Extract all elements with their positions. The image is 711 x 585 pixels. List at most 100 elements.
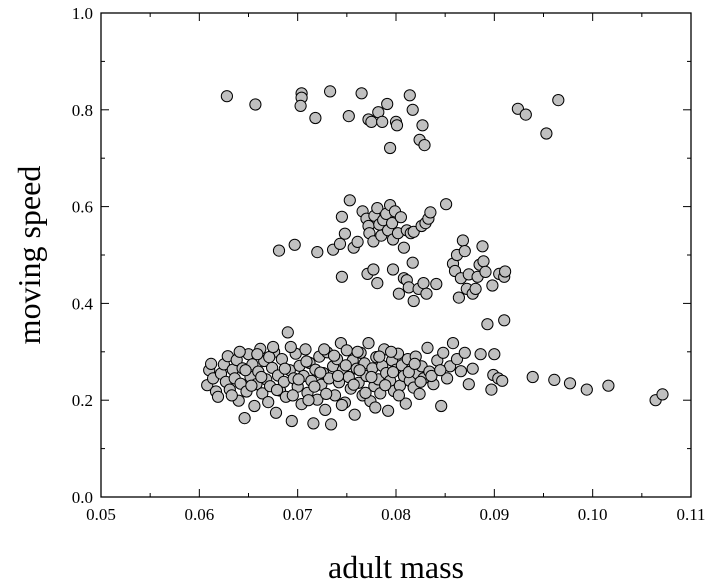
data-point	[272, 244, 286, 257]
data-point	[309, 111, 322, 125]
data-point	[397, 241, 410, 254]
y-tick-label: 1.0	[72, 4, 93, 23]
data-point	[379, 379, 392, 392]
data-point	[399, 397, 412, 410]
data-point	[278, 362, 291, 375]
data-point	[335, 210, 348, 223]
data-point	[367, 263, 380, 276]
x-tick-label: 0.08	[381, 505, 411, 524]
data-point	[454, 365, 467, 378]
y-tick-label: 0.0	[72, 488, 93, 507]
data-point	[519, 108, 532, 121]
data-point	[320, 387, 333, 400]
data-point	[408, 357, 421, 370]
data-point	[284, 340, 297, 354]
data-point	[267, 340, 280, 354]
x-tick-label: 0.09	[479, 505, 509, 524]
data-point	[318, 343, 331, 356]
data-point	[225, 389, 238, 402]
data-point	[440, 198, 453, 211]
data-point	[325, 418, 338, 431]
data-point	[548, 373, 561, 386]
y-tick-label: 0.8	[72, 101, 93, 120]
data-point	[425, 369, 438, 383]
data-point	[462, 378, 475, 391]
data-point	[450, 353, 464, 366]
data-point	[406, 103, 419, 116]
x-axis-title: adult mass	[328, 549, 464, 585]
data-point	[311, 246, 324, 259]
x-tick-label: 0.07	[283, 505, 313, 524]
x-tick-label: 0.10	[578, 505, 608, 524]
data-point	[403, 89, 416, 102]
data-point	[474, 348, 487, 361]
data-point	[407, 294, 420, 308]
data-point	[394, 211, 407, 224]
data-point	[485, 383, 498, 396]
data-point	[526, 370, 539, 384]
y-tick-label: 0.4	[72, 294, 94, 313]
data-point	[333, 237, 347, 250]
x-tick-label: 0.06	[184, 505, 214, 524]
data-point	[220, 90, 233, 103]
data-point	[488, 348, 501, 361]
data-point	[286, 389, 299, 402]
data-point	[211, 390, 225, 403]
y-tick-label: 0.2	[72, 391, 93, 410]
data-point	[342, 110, 355, 123]
data-point	[338, 227, 351, 240]
data-point	[479, 265, 492, 278]
data-point	[238, 412, 251, 425]
data-point	[390, 119, 404, 132]
data-point	[351, 345, 364, 358]
data-point	[299, 343, 312, 356]
data-point	[365, 370, 378, 384]
data-point	[481, 318, 494, 331]
data-point	[416, 119, 429, 132]
data-point	[424, 206, 437, 219]
data-point	[563, 377, 577, 390]
data-point	[452, 291, 465, 304]
data-point	[369, 401, 382, 414]
data-point	[256, 387, 269, 400]
data-point	[245, 379, 258, 392]
data-point	[205, 357, 218, 370]
data-point	[656, 388, 669, 401]
data-point	[335, 270, 348, 283]
data-point	[359, 386, 372, 399]
data-points	[201, 85, 669, 431]
data-point	[255, 370, 268, 384]
data-point	[417, 277, 430, 290]
data-point	[340, 344, 353, 357]
axis-ticks	[100, 12, 692, 498]
data-point	[446, 337, 460, 350]
data-point	[263, 351, 276, 364]
data-point	[324, 85, 337, 98]
data-point	[343, 194, 356, 207]
data-point	[420, 287, 433, 300]
data-point	[331, 369, 345, 383]
data-point	[458, 245, 471, 258]
data-point	[386, 217, 399, 230]
tick-labels: 0.05 0.06 0.07 0.08 0.09 0.10 0.11 0.0 0.2 0.4 0.6…	[72, 4, 706, 524]
data-point	[386, 366, 400, 379]
data-point	[392, 389, 405, 402]
data-point	[314, 366, 327, 379]
data-point	[406, 256, 419, 269]
data-point	[381, 97, 394, 111]
data-point	[351, 235, 364, 248]
data-point	[269, 406, 283, 419]
data-point	[248, 399, 261, 413]
data-point	[540, 127, 553, 140]
data-point	[233, 345, 246, 358]
data-point	[365, 115, 378, 129]
data-point	[477, 255, 490, 268]
data-point	[270, 383, 284, 397]
data-point	[434, 364, 447, 377]
data-point	[292, 373, 305, 386]
x-tick-label: 0.11	[676, 505, 705, 524]
data-point	[414, 375, 427, 388]
data-point	[239, 364, 252, 377]
plot-frame	[100, 12, 692, 498]
